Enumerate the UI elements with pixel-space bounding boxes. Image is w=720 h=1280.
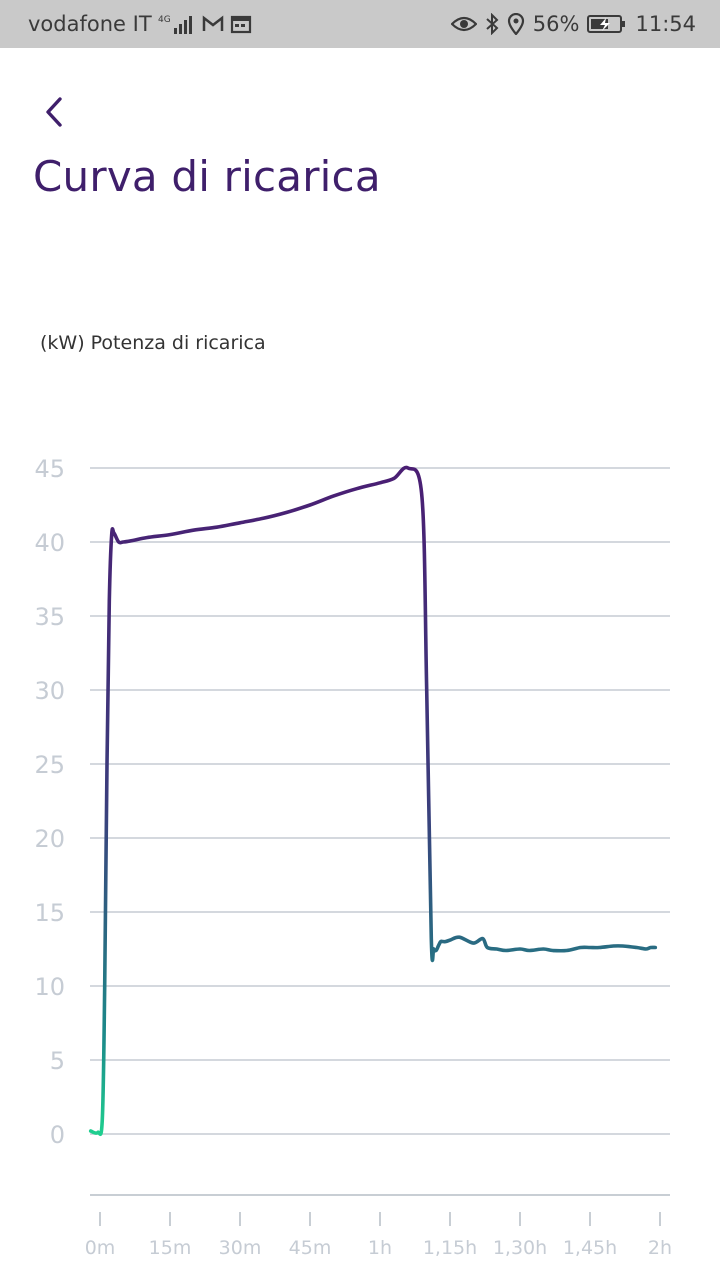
bluetooth-icon: [485, 13, 499, 35]
y-tick-label: 5: [50, 1047, 65, 1075]
x-tick-label: 1,15h: [423, 1237, 477, 1259]
y-tick-label: 0: [50, 1121, 65, 1149]
y-tick-label: 20: [34, 825, 65, 853]
eye-icon: [450, 15, 477, 33]
y-tick-label: 30: [34, 677, 65, 705]
y-tick-label: 15: [34, 899, 65, 927]
signal-icon: 4G: [158, 13, 196, 35]
chart-grid: [90, 467, 670, 1196]
back-button[interactable]: [34, 92, 74, 132]
network-type: 4G: [158, 15, 171, 25]
battery-percent: 56%: [532, 12, 580, 36]
y-tick-label: 25: [34, 751, 65, 779]
x-tick-label: 30m: [219, 1237, 262, 1259]
battery-charging-icon: [587, 14, 627, 34]
series-line-0: [88, 465, 658, 1137]
x-tick-label: 1,45h: [563, 1237, 617, 1259]
clock-time: 11:54: [635, 12, 696, 36]
y-tick-label: 40: [34, 529, 65, 557]
y-tick-label: 35: [34, 603, 65, 631]
x-tick-label: 1,30h: [493, 1237, 547, 1259]
y-tick-label: 10: [34, 973, 65, 1001]
y-tick-label: 45: [34, 455, 65, 483]
page-title: Curva di ricarica: [33, 152, 381, 201]
calendar-icon: [230, 14, 252, 34]
x-tick-label: 1h: [368, 1237, 392, 1259]
chevron-left-icon: [46, 97, 62, 127]
chart-y-axis-label: (kW) Potenza di ricarica: [40, 332, 266, 354]
carrier-name: vodafone IT: [28, 12, 152, 36]
chart-series: [88, 465, 658, 1137]
x-tick-label: 0m: [85, 1237, 116, 1259]
gmail-icon: [202, 15, 224, 33]
status-bar: vodafone IT 4G: [0, 0, 720, 48]
x-tick-label: 15m: [149, 1237, 192, 1259]
x-tick-label: 2h: [648, 1237, 672, 1259]
x-tick-label: 45m: [289, 1237, 332, 1259]
x-axis-ticks: 0m 15m 30m 45m 1h 1,15h 1,30h 1,45h 2h: [85, 1212, 672, 1259]
charging-curve-chart: 0 5 10 15 20 25 30 35 40 45 0m 15m 30m 45m 1h 1,15h 1,3…: [34, 455, 672, 1259]
y-axis-ticks: 0 5 10 15 20 25 30 35 40 45: [34, 455, 65, 1149]
location-icon: [507, 13, 525, 35]
